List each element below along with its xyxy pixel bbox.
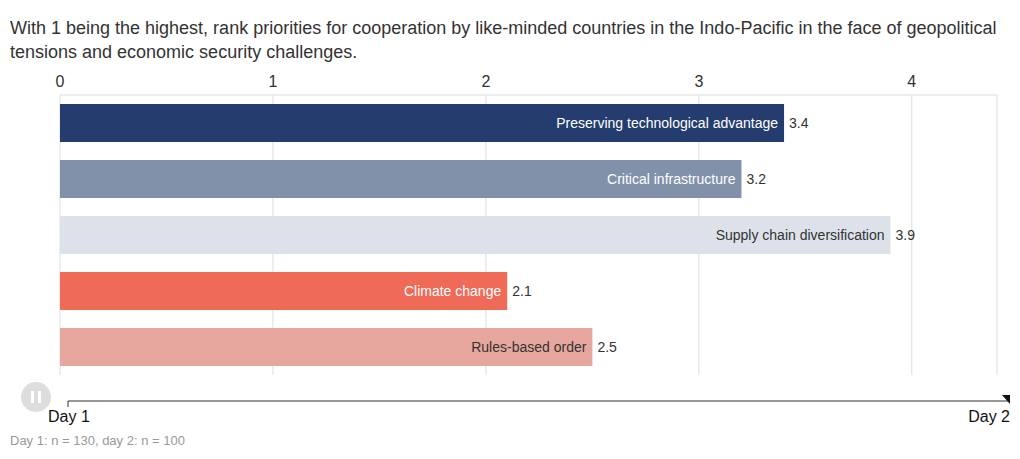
svg-text:2: 2 (481, 73, 490, 90)
svg-text:Day 2: Day 2 (968, 408, 1010, 425)
svg-text:Rules-based order: Rules-based order (471, 339, 587, 355)
html-text:With 1 being the highest, rank: With 1 being the highest, rank prioritie… (10, 18, 997, 62)
svg-text:3: 3 (694, 73, 703, 90)
svg-text:1: 1 (269, 73, 278, 90)
svg-text:4: 4 (907, 73, 916, 90)
svg-text:2.1: 2.1 (512, 283, 532, 299)
svg-text:Critical infrastructure: Critical infrastructure (607, 171, 736, 187)
svg-text:Climate change: Climate change (404, 283, 501, 299)
svg-text:3.2: 3.2 (746, 171, 766, 187)
svg-text:Preserving technological advan: Preserving technological advantage (556, 115, 778, 131)
svg-text:Day 1: n = 130, day 2: n = 100: Day 1: n = 130, day 2: n = 100 (10, 433, 185, 448)
svg-text:Supply chain diversification: Supply chain diversification (716, 227, 885, 243)
svg-text:3.4: 3.4 (789, 115, 809, 131)
svg-text:3.9: 3.9 (896, 227, 916, 243)
svg-text:0: 0 (56, 73, 65, 90)
svg-text:Day 1: Day 1 (48, 408, 90, 425)
svg-text:2.5: 2.5 (597, 339, 617, 355)
